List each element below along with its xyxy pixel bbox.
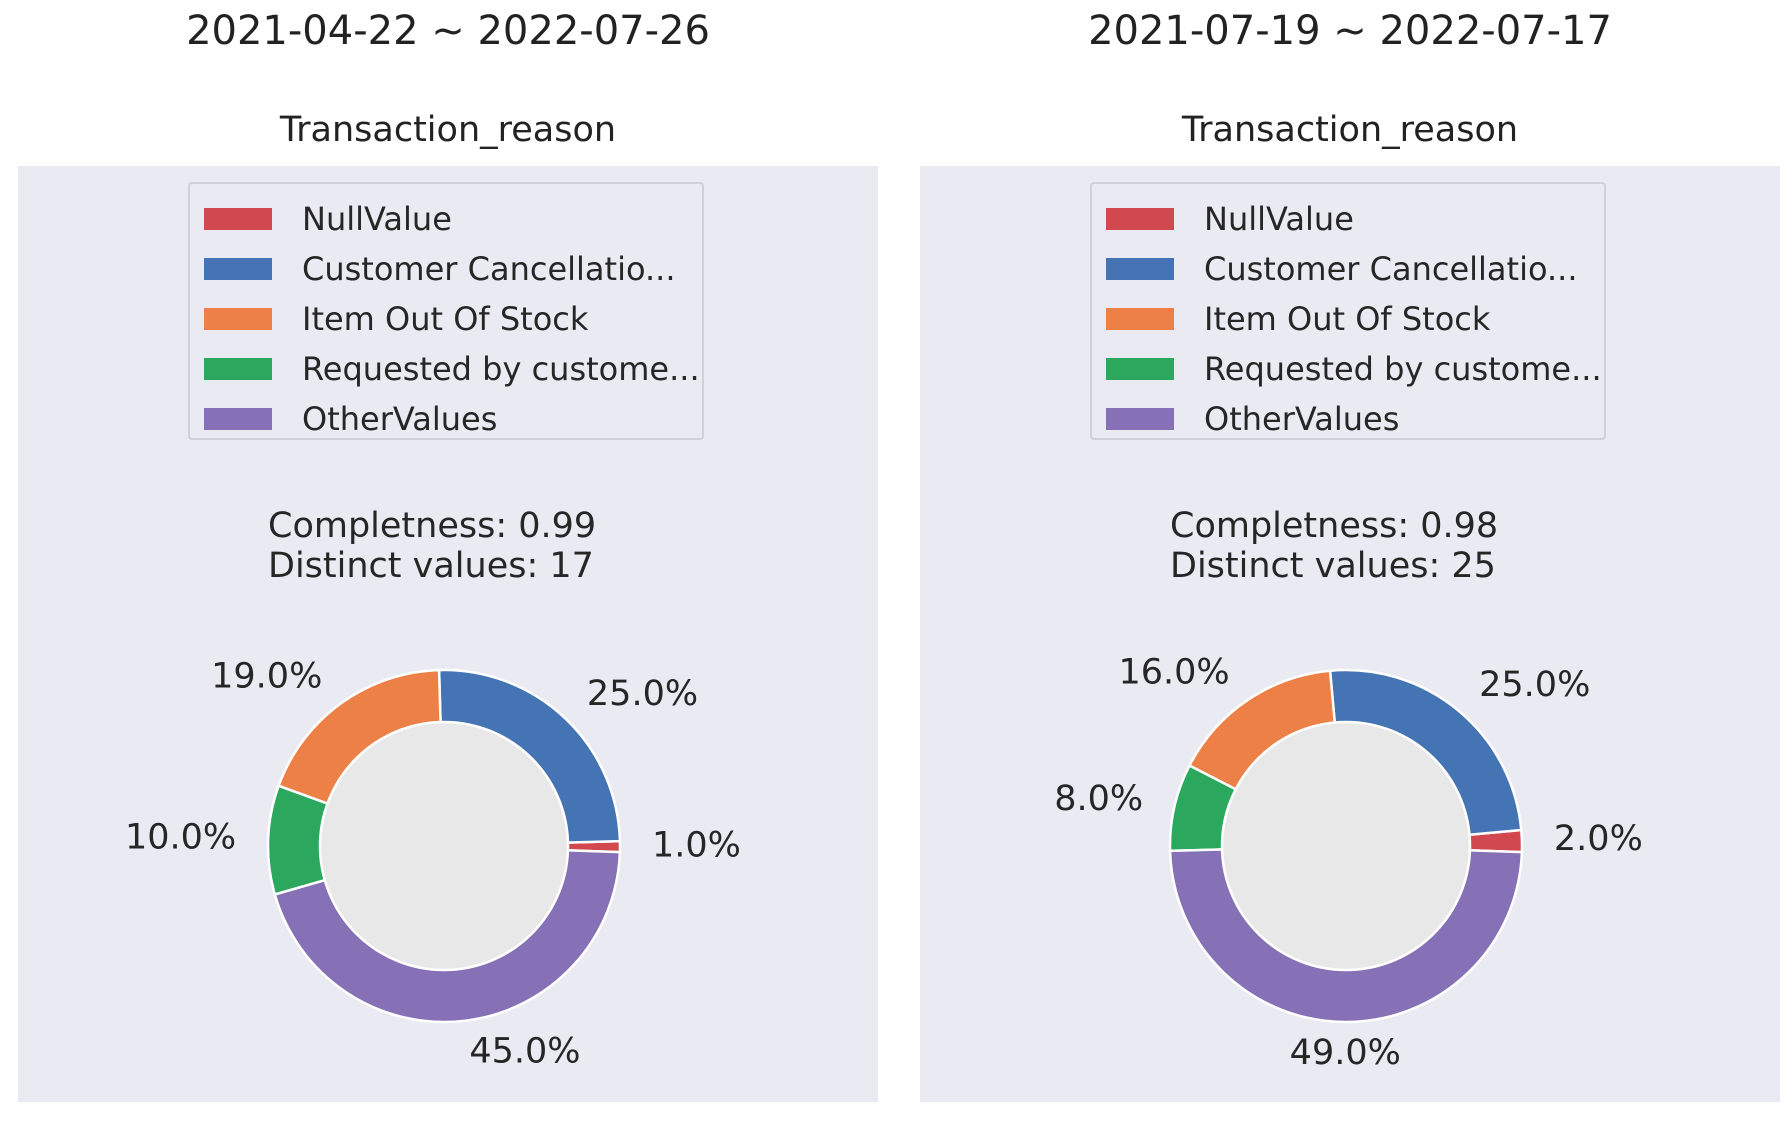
legend-swatch	[204, 208, 272, 230]
legend-swatch	[1106, 258, 1174, 280]
legend-label: Requested by custome...	[302, 350, 700, 388]
chart-title: Transaction_reason	[279, 110, 617, 150]
legend-label: NullValue	[302, 200, 452, 238]
legend-swatch	[1106, 208, 1174, 230]
chart-panel-left: 2021-04-22 ~ 2022-07-26 Transaction_reas…	[18, 0, 878, 1126]
legend-label: Item Out Of Stock	[302, 300, 589, 338]
legend-label: Requested by custome...	[1204, 350, 1602, 388]
legend-item: NullValue	[190, 194, 702, 244]
distinct-values-text: Distinct values: 17	[268, 546, 594, 586]
legend-swatch	[204, 308, 272, 330]
legend-label: Item Out Of Stock	[1204, 300, 1491, 338]
legend-label: OtherValues	[302, 400, 498, 438]
slice-percent-label: 1.0%	[652, 826, 741, 866]
legend-item: Item Out Of Stock	[190, 294, 702, 344]
slice-percent-label: 25.0%	[587, 674, 698, 714]
slice-percent-label: 2.0%	[1554, 819, 1643, 859]
distinct-values-text: Distinct values: 25	[1170, 546, 1496, 586]
slice-percent-label: 49.0%	[1290, 1033, 1401, 1073]
legend-item: Customer Cancellatio...	[1092, 244, 1604, 294]
period-title: 2021-07-19 ~ 2022-07-17	[1088, 8, 1612, 54]
legend-item: NullValue	[1092, 194, 1604, 244]
chart-panel-right: 2021-07-19 ~ 2022-07-17 Transaction_reas…	[920, 0, 1780, 1126]
chart-axes: NullValue Customer Cancellatio... Item O…	[18, 166, 878, 1102]
completeness-text: Completness: 0.98	[1170, 506, 1499, 546]
slice-percent-label: 19.0%	[211, 656, 322, 696]
slice-percent-label: 8.0%	[1054, 779, 1143, 819]
legend-label: OtherValues	[1204, 400, 1400, 438]
slice-percent-label: 25.0%	[1479, 665, 1590, 705]
legend-swatch	[204, 408, 272, 430]
legend: NullValue Customer Cancellatio... Item O…	[188, 182, 704, 440]
legend-swatch	[1106, 358, 1174, 380]
donut-hole	[1220, 720, 1472, 972]
legend-swatch	[1106, 408, 1174, 430]
legend-item: Customer Cancellatio...	[190, 244, 702, 294]
legend-item: OtherValues	[1092, 394, 1604, 444]
legend-swatch	[1106, 308, 1174, 330]
chart-axes: NullValue Customer Cancellatio... Item O…	[920, 166, 1780, 1102]
period-title: 2021-04-22 ~ 2022-07-26	[186, 8, 710, 54]
legend-item: Item Out Of Stock	[1092, 294, 1604, 344]
completeness-text: Completness: 0.99	[268, 506, 597, 546]
legend-item: Requested by custome...	[190, 344, 702, 394]
donut-hole	[318, 720, 570, 972]
stats-text: Completness: 0.99 Distinct values: 17	[268, 506, 596, 586]
slice-percent-label: 16.0%	[1119, 653, 1230, 693]
legend-swatch	[204, 258, 272, 280]
legend-item: Requested by custome...	[1092, 344, 1604, 394]
legend-swatch	[204, 358, 272, 380]
legend-label: Customer Cancellatio...	[302, 250, 676, 288]
stats-text: Completness: 0.98 Distinct values: 25	[1170, 506, 1498, 586]
legend-label: Customer Cancellatio...	[1204, 250, 1578, 288]
slice-percent-label: 45.0%	[469, 1031, 580, 1071]
donut-chart: 2.0% 25.0% 16.0% 8.0% 49.0%	[1054, 653, 1643, 1073]
legend: NullValue Customer Cancellatio... Item O…	[1090, 182, 1606, 440]
donut-chart: 1.0% 25.0% 19.0% 10.0% 45.0%	[125, 656, 741, 1071]
legend-item: OtherValues	[190, 394, 702, 444]
slice-percent-label: 10.0%	[125, 818, 236, 858]
legend-label: NullValue	[1204, 200, 1354, 238]
chart-title: Transaction_reason	[1181, 110, 1519, 150]
